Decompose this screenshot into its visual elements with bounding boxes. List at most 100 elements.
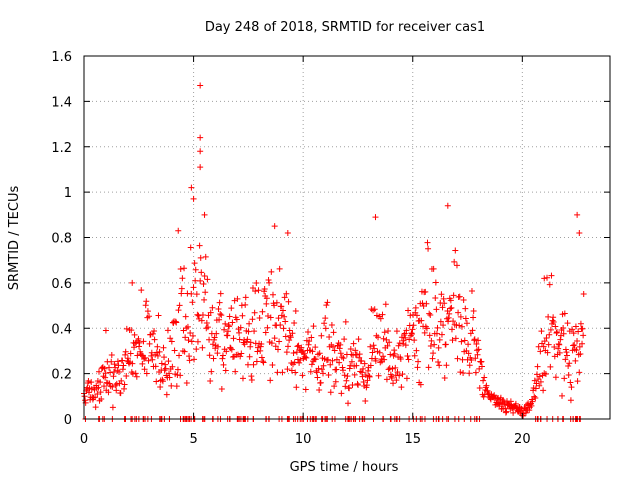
data-point bbox=[481, 374, 488, 381]
data-point bbox=[176, 352, 183, 359]
data-point bbox=[402, 342, 409, 349]
data-point bbox=[460, 296, 467, 303]
data-point bbox=[393, 328, 400, 335]
data-point bbox=[428, 337, 435, 344]
data-point bbox=[441, 300, 448, 307]
data-point bbox=[360, 365, 367, 372]
data-point bbox=[380, 353, 387, 360]
data-point bbox=[198, 317, 205, 324]
data-point bbox=[197, 277, 204, 284]
data-point bbox=[358, 369, 365, 376]
data-point bbox=[315, 365, 322, 372]
data-point bbox=[568, 384, 575, 391]
y-tick-label: 1.4 bbox=[51, 95, 72, 110]
data-point bbox=[219, 355, 226, 362]
data-point bbox=[440, 295, 447, 302]
data-point bbox=[361, 360, 368, 367]
data-point bbox=[320, 362, 327, 369]
data-point bbox=[435, 359, 442, 366]
data-point bbox=[555, 341, 562, 348]
data-point bbox=[553, 330, 560, 337]
data-point bbox=[262, 329, 269, 336]
data-point bbox=[302, 354, 309, 361]
data-point bbox=[129, 360, 136, 367]
data-point bbox=[153, 349, 160, 356]
data-point bbox=[345, 400, 352, 407]
data-point bbox=[369, 349, 376, 356]
data-point bbox=[325, 356, 332, 363]
data-point bbox=[473, 340, 480, 347]
data-point bbox=[286, 327, 293, 334]
data-point bbox=[449, 337, 456, 344]
data-point bbox=[313, 369, 320, 376]
data-point bbox=[579, 340, 586, 347]
data-point bbox=[179, 275, 186, 282]
axis-ticks: 0 0.2 0.4 0.6 0.8 1 1.2 1.4 1.6 0 5 10 15 20 bbox=[51, 50, 610, 447]
data-point bbox=[175, 307, 182, 314]
data-point bbox=[165, 358, 172, 365]
data-point bbox=[549, 317, 556, 324]
data-point bbox=[212, 345, 219, 352]
data-point bbox=[284, 343, 291, 350]
data-point bbox=[456, 293, 463, 300]
data-point bbox=[371, 306, 378, 313]
data-point bbox=[339, 364, 346, 371]
data-point bbox=[414, 364, 421, 371]
data-point bbox=[120, 362, 127, 369]
data-point bbox=[372, 357, 379, 364]
data-point bbox=[182, 334, 189, 341]
data-point bbox=[570, 330, 577, 337]
data-point bbox=[196, 242, 203, 249]
data-point bbox=[192, 266, 199, 273]
data-point bbox=[254, 348, 261, 355]
data-point bbox=[189, 332, 196, 339]
data-point bbox=[237, 353, 244, 360]
grid bbox=[84, 56, 610, 419]
data-point bbox=[217, 311, 224, 318]
data-point bbox=[218, 385, 225, 392]
data-point bbox=[292, 369, 299, 376]
data-point bbox=[230, 335, 237, 342]
data-point bbox=[151, 327, 158, 334]
data-point bbox=[560, 330, 567, 337]
data-point bbox=[282, 318, 289, 325]
data-point bbox=[229, 353, 236, 360]
data-point bbox=[109, 404, 116, 411]
data-point bbox=[171, 347, 178, 354]
data-point bbox=[566, 360, 573, 367]
data-point bbox=[115, 362, 122, 369]
data-point bbox=[206, 352, 213, 359]
data-point bbox=[502, 405, 509, 412]
data-point bbox=[259, 308, 266, 315]
data-point bbox=[351, 371, 358, 378]
data-point bbox=[561, 310, 568, 317]
data-point bbox=[559, 392, 566, 399]
data-point bbox=[393, 377, 400, 384]
data-point bbox=[108, 358, 115, 365]
data-point bbox=[263, 300, 270, 307]
data-point bbox=[253, 280, 260, 287]
data-point bbox=[133, 373, 140, 380]
data-point bbox=[478, 363, 485, 370]
data-point bbox=[197, 134, 204, 141]
data-point bbox=[222, 367, 229, 374]
data-point bbox=[220, 361, 227, 368]
data-point bbox=[364, 377, 371, 384]
data-point bbox=[143, 298, 150, 305]
data-point bbox=[532, 394, 539, 401]
data-point bbox=[360, 378, 367, 385]
data-point bbox=[547, 363, 554, 370]
data-point bbox=[128, 327, 135, 334]
data-point bbox=[342, 383, 349, 390]
data-point bbox=[406, 336, 413, 343]
data-point bbox=[271, 223, 278, 230]
x-tick-label: 20 bbox=[514, 432, 531, 447]
data-point bbox=[316, 386, 323, 393]
data-point bbox=[452, 335, 459, 342]
data-point bbox=[289, 330, 296, 337]
data-point bbox=[144, 308, 151, 315]
data-point bbox=[460, 370, 467, 377]
data-point bbox=[412, 304, 419, 311]
data-point bbox=[185, 337, 192, 344]
data-point bbox=[82, 397, 89, 404]
